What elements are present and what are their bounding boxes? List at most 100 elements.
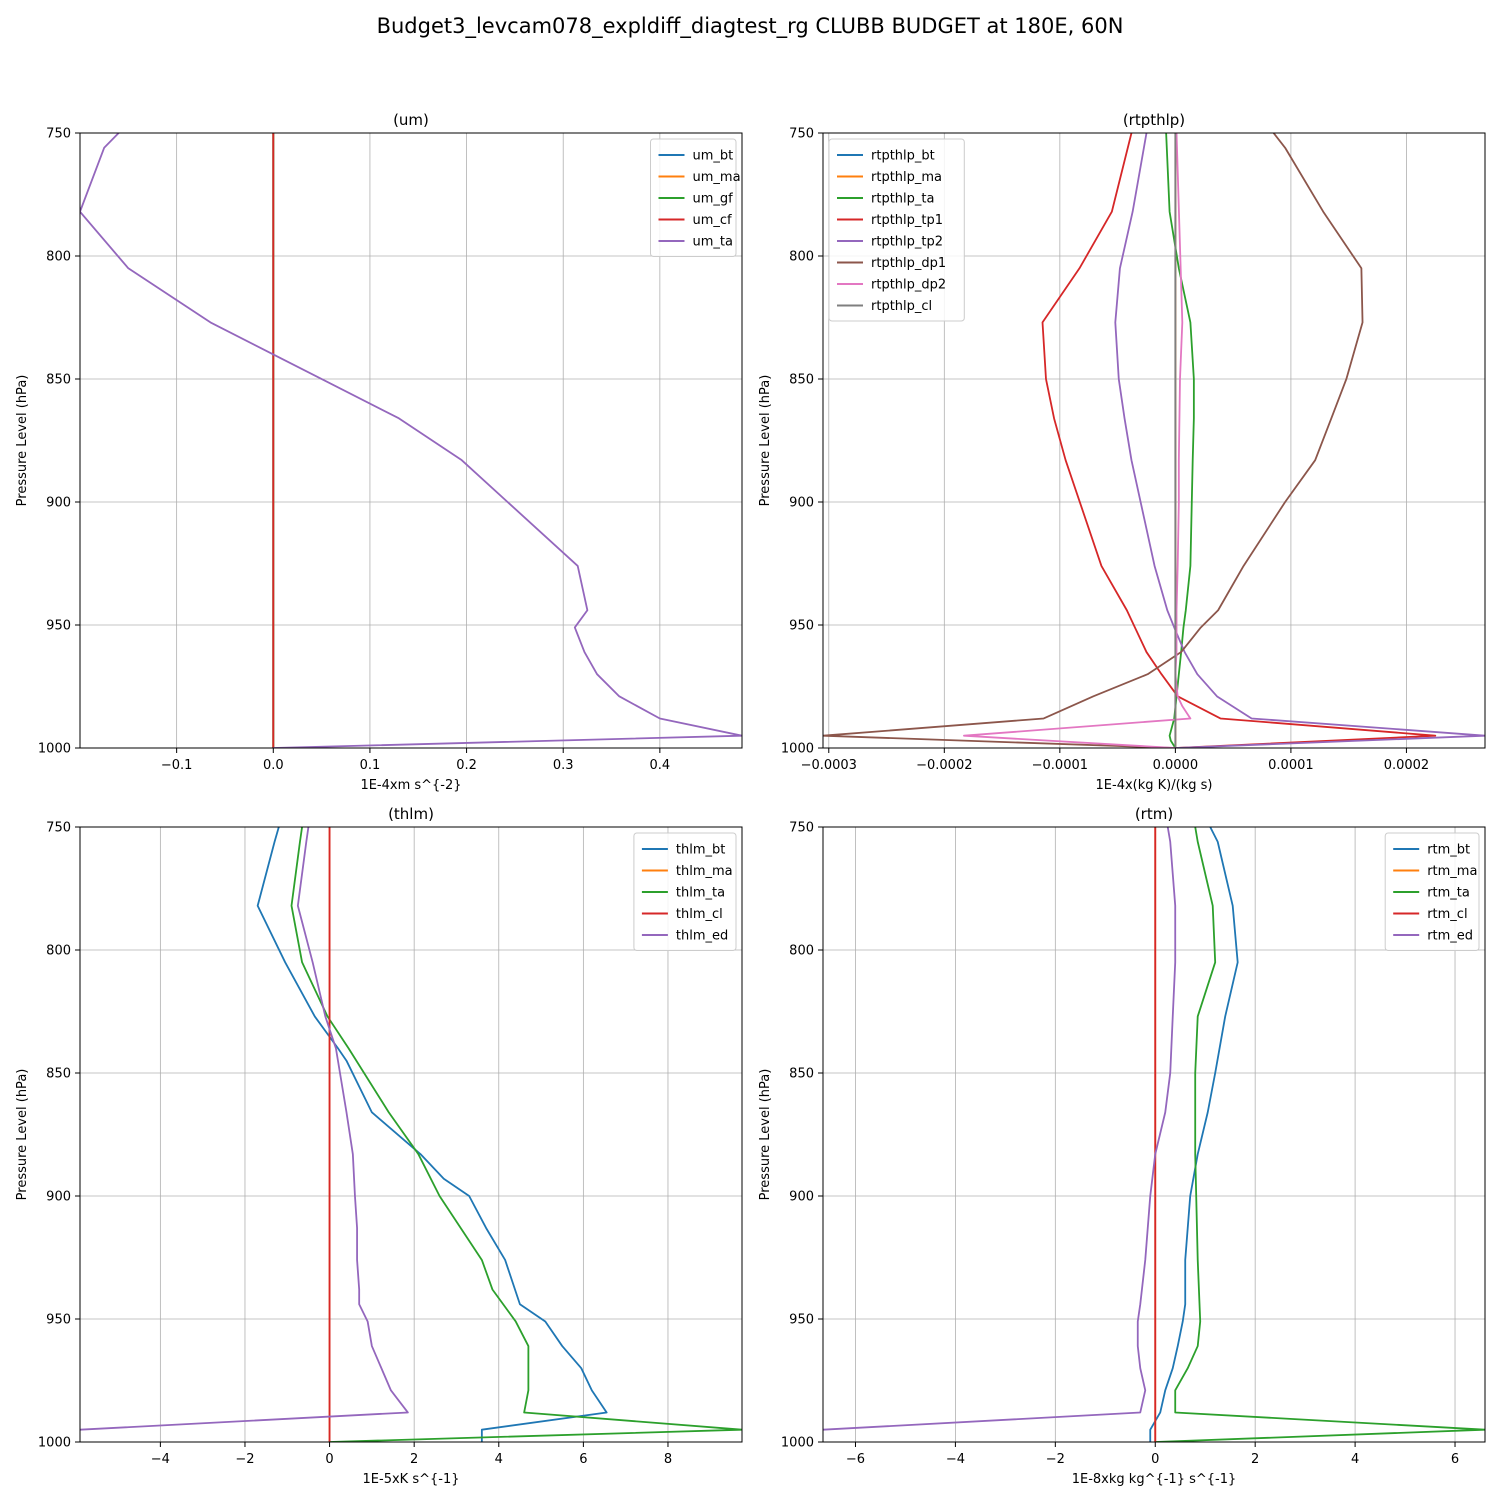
legend-box xyxy=(828,138,965,322)
legend: thlm_bt thlm_ma thlm_ta thlm_cl thlm_ed xyxy=(633,832,737,951)
y-tick-label: 850 xyxy=(46,1067,71,1082)
series-group xyxy=(80,133,742,748)
legend-label-um_ma: um_ma xyxy=(693,170,741,185)
x-tick-label: 4 xyxy=(495,1452,503,1467)
series-line-rtpthlp_dp2 xyxy=(963,133,1192,748)
subplot-3: −4 −2 0 2 4 6 8 750 800 850 900 950 1000 (thlm) 1E-5xK… xyxy=(15,805,743,1487)
legend-label-rtm_bt: rtm_bt xyxy=(1427,843,1470,858)
y-tick-label: 750 xyxy=(46,127,71,142)
x-tick-label: −4 xyxy=(151,1452,170,1467)
x-tick-label: 2 xyxy=(1251,1452,1259,1467)
legend-box xyxy=(1384,832,1480,951)
x-tick-label: −0.0002 xyxy=(916,758,972,773)
series-line-rtpthlp_tp2 xyxy=(1114,133,1485,748)
series-line-rtm_ta xyxy=(1155,827,1485,1442)
x-tick-label: −0.1 xyxy=(161,758,193,773)
legend-label-um_gf: um_gf xyxy=(693,192,734,207)
x-tick-label: 0.2 xyxy=(456,758,477,773)
x-tick-label: 0 xyxy=(325,1452,333,1467)
legend-label-rtpthlp_dp2: rtpthlp_dp2 xyxy=(871,278,946,293)
subplot-title: (um) xyxy=(393,111,429,129)
x-axis-label: 1E-5xK s^{-1} xyxy=(363,1472,460,1487)
legend-label-rtpthlp_dp1: rtpthlp_dp1 xyxy=(871,256,946,271)
y-tick-label: 750 xyxy=(789,821,814,836)
x-tick-label: −2 xyxy=(1046,1452,1065,1467)
y-tick-label: 950 xyxy=(789,1313,814,1328)
x-tick-label: 6 xyxy=(579,1452,587,1467)
x-tick-label: 4 xyxy=(1351,1452,1359,1467)
series-line-rtpthlp_tp1 xyxy=(1041,133,1437,748)
legend: rtpthlp_bt rtpthlp_ma rtpthlp_ta rtpthlp_tp… xyxy=(828,138,965,322)
legend-label-um_cf: um_cf xyxy=(693,213,733,228)
legend-label-rtpthlp_bt: rtpthlp_bt xyxy=(871,149,935,164)
series-line-thlm_ed xyxy=(80,827,409,1431)
y-tick-label: 850 xyxy=(789,1067,814,1082)
legend-label-thlm_ta: thlm_ta xyxy=(676,886,725,901)
axes-frame xyxy=(822,132,1486,749)
y-tick-label: 800 xyxy=(46,250,71,265)
y-axis-label: Pressure Level (hPa) xyxy=(15,1069,30,1201)
legend-label-rtm_ed: rtm_ed xyxy=(1427,929,1473,944)
y-tick-label: 750 xyxy=(789,127,814,142)
legend-label-rtpthlp_cl: rtpthlp_cl xyxy=(871,299,932,314)
x-tick-label: 8 xyxy=(664,1452,672,1467)
axes-frame xyxy=(79,132,743,749)
legend-label-thlm_ed: thlm_ed xyxy=(676,929,728,944)
y-tick-label: 850 xyxy=(46,373,71,388)
x-tick-label: 0.4 xyxy=(650,758,671,773)
y-tick-label: 950 xyxy=(46,1313,71,1328)
legend-label-rtpthlp_ma: rtpthlp_ma xyxy=(871,170,942,185)
y-tick-label: 950 xyxy=(789,619,814,634)
legend-label-um_ta: um_ta xyxy=(693,235,733,250)
x-tick-label: 0.0002 xyxy=(1384,758,1430,773)
x-axis-label: 1E-4xm s^{-2} xyxy=(360,778,461,793)
y-tick-label: 900 xyxy=(46,1190,71,1205)
y-axis-label: Pressure Level (hPa) xyxy=(758,1069,773,1201)
y-tick-label: 950 xyxy=(46,619,71,634)
x-tick-label: −2 xyxy=(235,1452,254,1467)
x-tick-label: 0 xyxy=(1151,1452,1159,1467)
y-axis-label: Pressure Level (hPa) xyxy=(758,375,773,507)
x-tick-label: 6 xyxy=(1451,1452,1459,1467)
figure-title: Budget3_levcam078_expldiff_diagtest_rg C… xyxy=(376,14,1124,38)
legend-label-rtpthlp_ta: rtpthlp_ta xyxy=(871,192,934,207)
y-axis-label: Pressure Level (hPa) xyxy=(15,375,30,507)
x-axis-label: 1E-8xkg kg^{-1} s^{-1} xyxy=(1072,1472,1237,1487)
subplot-2: −0.0003 −0.0002 −0.0001 0.0000 0.0001 0.0002 7… xyxy=(758,111,1486,793)
y-tick-label: 800 xyxy=(46,944,71,959)
axes-frame xyxy=(79,826,743,1443)
x-tick-label: −0.0001 xyxy=(1032,758,1088,773)
x-tick-label: −4 xyxy=(946,1452,965,1467)
y-tick-label: 900 xyxy=(46,496,71,511)
series-line-rtpthlp_ta xyxy=(1165,133,1195,748)
subplot-4: −6 −4 −2 0 2 4 6 750 800 850 900 950 1000 (rtm) 1E-8xk… xyxy=(758,805,1486,1487)
series-line-rtpthlp_dp1 xyxy=(823,133,1364,748)
legend-label-thlm_bt: thlm_bt xyxy=(676,843,725,858)
legend-box xyxy=(633,832,737,951)
x-tick-label: −6 xyxy=(846,1452,865,1467)
y-tick-label: 800 xyxy=(789,944,814,959)
y-tick-label: 800 xyxy=(789,250,814,265)
x-tick-label: 0.1 xyxy=(360,758,381,773)
legend-label-thlm_cl: thlm_cl xyxy=(676,907,723,922)
legend-label-rtpthlp_tp1: rtpthlp_tp1 xyxy=(871,213,943,228)
y-tick-label: 1000 xyxy=(781,742,814,757)
series-line-rtm_bt xyxy=(1149,827,1239,1442)
series-line-rtm_ed xyxy=(823,827,1177,1431)
legend-label-rtpthlp_tp2: rtpthlp_tp2 xyxy=(871,235,943,250)
legend-label-thlm_ma: thlm_ma xyxy=(676,864,733,879)
axes-frame xyxy=(822,826,1486,1443)
series-group xyxy=(823,133,1485,748)
y-tick-label: 1000 xyxy=(38,742,71,757)
series-group xyxy=(80,827,742,1442)
x-tick-label: 0.0001 xyxy=(1268,758,1314,773)
y-tick-label: 1000 xyxy=(781,1436,814,1451)
x-tick-label: 0.3 xyxy=(553,758,574,773)
subplot-1: −0.1 0.0 0.1 0.2 0.3 0.4 750 800 850 900 950 1000 (u… xyxy=(15,111,743,793)
series-line-um_ta xyxy=(80,133,742,748)
legend: um_bt um_ma um_gf um_cf um_ta xyxy=(650,138,741,257)
legend-label-rtm_ta: rtm_ta xyxy=(1427,886,1470,901)
y-tick-label: 750 xyxy=(46,821,71,836)
x-tick-label: 0.0 xyxy=(263,758,284,773)
